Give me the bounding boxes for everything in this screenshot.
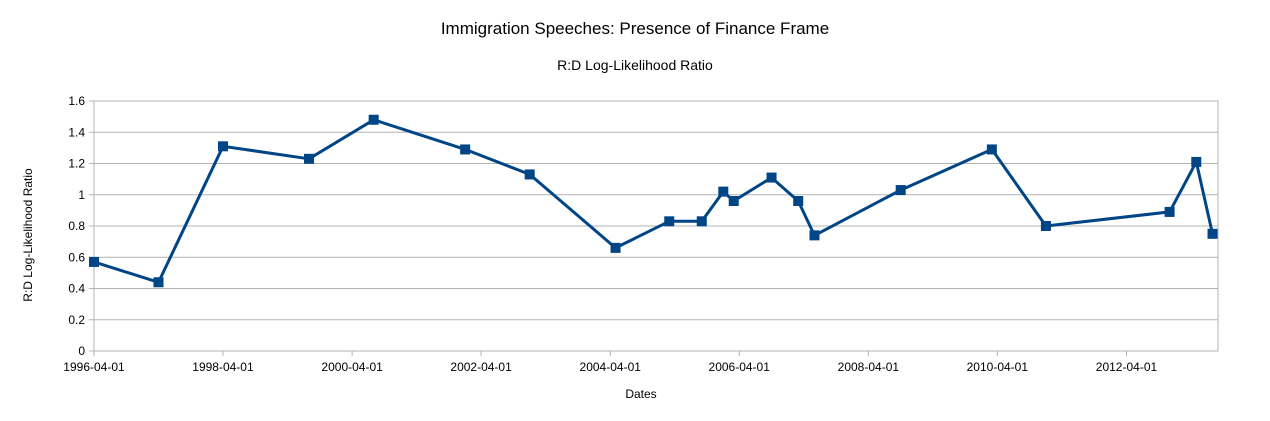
plot-area-frame xyxy=(93,100,1219,352)
x-tick-label: 1996-04-01 xyxy=(63,360,125,374)
data-series xyxy=(89,114,1218,288)
data-point-marker xyxy=(986,144,997,155)
y-tick-label: 0.4 xyxy=(68,282,85,296)
data-point-marker xyxy=(718,186,729,197)
x-tick-label: 2010-04-01 xyxy=(967,360,1029,374)
data-point-marker xyxy=(460,144,471,155)
data-point-marker xyxy=(664,216,675,227)
data-point-marker xyxy=(1164,206,1175,217)
data-point-marker xyxy=(1040,221,1051,231)
x-axis-label: Dates xyxy=(625,387,656,401)
x-tick-label: 2004-04-01 xyxy=(580,360,642,374)
x-tick-label: 2012-04-01 xyxy=(1096,360,1158,374)
chart-title: Immigration Speeches: Presence of Financ… xyxy=(441,19,829,38)
data-point-marker xyxy=(217,141,228,152)
data-point-marker xyxy=(304,153,315,164)
y-axis-ticks: 0 0.2 0.4 0.6 0.8 1 1.2 1.4 1.6 xyxy=(68,94,94,358)
x-tick-label: 1998-04-01 xyxy=(192,360,254,374)
chart-subtitle: R:D Log-Likelihood Ratio xyxy=(557,57,713,73)
x-tick-label: 2002-04-01 xyxy=(450,360,512,374)
series-line xyxy=(93,118,1214,284)
data-point-marker xyxy=(89,256,99,267)
data-point-marker xyxy=(728,196,739,206)
data-point-marker xyxy=(610,242,621,253)
y-tick-label: 1.4 xyxy=(68,125,85,139)
data-point-marker xyxy=(895,185,906,196)
data-point-marker xyxy=(524,169,535,180)
x-tick-label: 2008-04-01 xyxy=(838,360,900,374)
y-tick-label: 0.8 xyxy=(68,219,85,233)
x-tick-label: 2006-04-01 xyxy=(709,360,771,374)
y-tick-label: 0.6 xyxy=(68,250,85,264)
data-point-marker xyxy=(1207,228,1218,239)
y-tick-label: 0 xyxy=(78,344,85,358)
y-tick-label: 1.2 xyxy=(68,157,85,171)
data-point-marker xyxy=(793,196,804,206)
x-tick-label: 2000-04-01 xyxy=(321,360,383,374)
y-tick-label: 0.2 xyxy=(68,313,85,327)
data-point-marker xyxy=(809,230,820,241)
y-axis-label: R:D Log-Likelihood Ratio xyxy=(21,168,35,302)
x-axis-ticks: 1996-04-01 1998-04-01 2000-04-01 2002-04-01… xyxy=(63,351,1157,374)
data-point-marker xyxy=(153,277,164,288)
data-point-marker xyxy=(696,216,707,227)
data-point-marker xyxy=(368,114,379,125)
y-tick-label: 1 xyxy=(78,188,85,202)
data-point-marker xyxy=(1191,156,1202,167)
y-tick-label: 1.6 xyxy=(68,94,85,108)
data-point-marker xyxy=(766,172,777,183)
